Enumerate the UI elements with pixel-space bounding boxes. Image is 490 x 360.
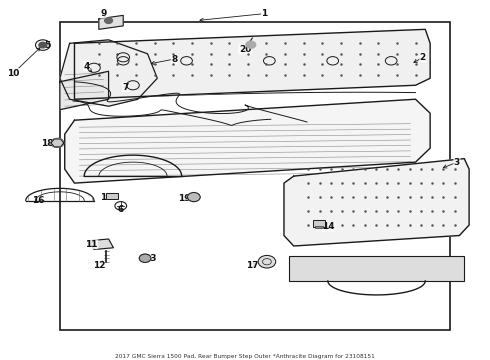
Circle shape bbox=[105, 18, 113, 23]
Polygon shape bbox=[60, 71, 109, 110]
Text: 4: 4 bbox=[83, 62, 90, 71]
Bar bbox=[106, 193, 118, 199]
Polygon shape bbox=[65, 99, 430, 183]
Text: 8: 8 bbox=[171, 55, 177, 64]
Circle shape bbox=[188, 193, 200, 202]
Text: 19: 19 bbox=[178, 194, 191, 203]
Text: 6: 6 bbox=[118, 205, 124, 214]
Text: 2: 2 bbox=[420, 53, 426, 62]
Circle shape bbox=[246, 41, 256, 48]
Text: 17: 17 bbox=[246, 261, 259, 270]
Text: 10: 10 bbox=[7, 68, 20, 77]
Text: 5: 5 bbox=[45, 41, 51, 50]
Text: 15: 15 bbox=[100, 193, 112, 202]
Text: 11: 11 bbox=[85, 240, 98, 249]
Text: 13: 13 bbox=[144, 254, 156, 263]
Text: 9: 9 bbox=[100, 9, 107, 18]
Bar bbox=[60, 22, 450, 330]
Polygon shape bbox=[284, 159, 469, 246]
Bar bbox=[315, 226, 323, 228]
Text: 2017 GMC Sierra 1500 Pad, Rear Bumper Step Outer *Anthracite Diagram for 2310815: 2017 GMC Sierra 1500 Pad, Rear Bumper St… bbox=[115, 354, 375, 359]
Text: 7: 7 bbox=[122, 82, 129, 91]
Text: 16: 16 bbox=[32, 196, 44, 205]
Circle shape bbox=[39, 42, 47, 48]
Text: 18: 18 bbox=[42, 139, 54, 148]
Bar bbox=[313, 220, 325, 227]
Polygon shape bbox=[51, 139, 64, 147]
Text: 12: 12 bbox=[93, 261, 105, 270]
Text: 1: 1 bbox=[261, 9, 268, 18]
Text: 20: 20 bbox=[239, 45, 251, 54]
Circle shape bbox=[258, 256, 276, 268]
Text: 14: 14 bbox=[322, 222, 335, 231]
Circle shape bbox=[139, 254, 151, 262]
Polygon shape bbox=[60, 40, 157, 106]
Text: 3: 3 bbox=[454, 158, 460, 167]
Polygon shape bbox=[74, 30, 430, 99]
Polygon shape bbox=[99, 15, 123, 30]
Bar bbox=[289, 256, 464, 281]
Polygon shape bbox=[89, 239, 114, 249]
